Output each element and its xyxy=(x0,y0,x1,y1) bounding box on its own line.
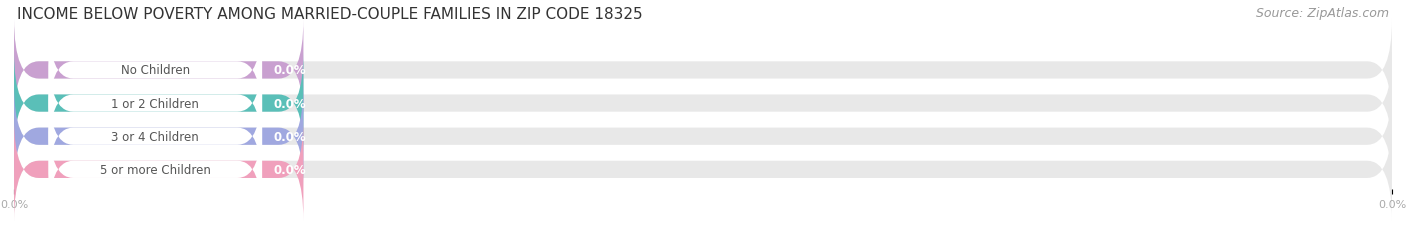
Text: INCOME BELOW POVERTY AMONG MARRIED-COUPLE FAMILIES IN ZIP CODE 18325: INCOME BELOW POVERTY AMONG MARRIED-COUPL… xyxy=(17,7,643,22)
FancyBboxPatch shape xyxy=(14,53,304,155)
FancyBboxPatch shape xyxy=(14,53,1392,155)
Text: 5 or more Children: 5 or more Children xyxy=(100,163,211,176)
FancyBboxPatch shape xyxy=(14,86,1392,187)
FancyBboxPatch shape xyxy=(14,119,304,220)
Text: 0.0%: 0.0% xyxy=(273,130,307,143)
FancyBboxPatch shape xyxy=(48,53,262,155)
Text: 0.0%: 0.0% xyxy=(273,163,307,176)
Text: 0.0%: 0.0% xyxy=(273,97,307,110)
FancyBboxPatch shape xyxy=(48,86,262,187)
FancyBboxPatch shape xyxy=(48,119,262,220)
FancyBboxPatch shape xyxy=(48,20,262,122)
Text: Source: ZipAtlas.com: Source: ZipAtlas.com xyxy=(1256,7,1389,20)
FancyBboxPatch shape xyxy=(14,20,1392,122)
Text: No Children: No Children xyxy=(121,64,190,77)
FancyBboxPatch shape xyxy=(14,119,1392,220)
FancyBboxPatch shape xyxy=(14,20,304,122)
Text: 0.0%: 0.0% xyxy=(273,64,307,77)
Text: 1 or 2 Children: 1 or 2 Children xyxy=(111,97,200,110)
Text: 3 or 4 Children: 3 or 4 Children xyxy=(111,130,200,143)
FancyBboxPatch shape xyxy=(14,86,304,187)
